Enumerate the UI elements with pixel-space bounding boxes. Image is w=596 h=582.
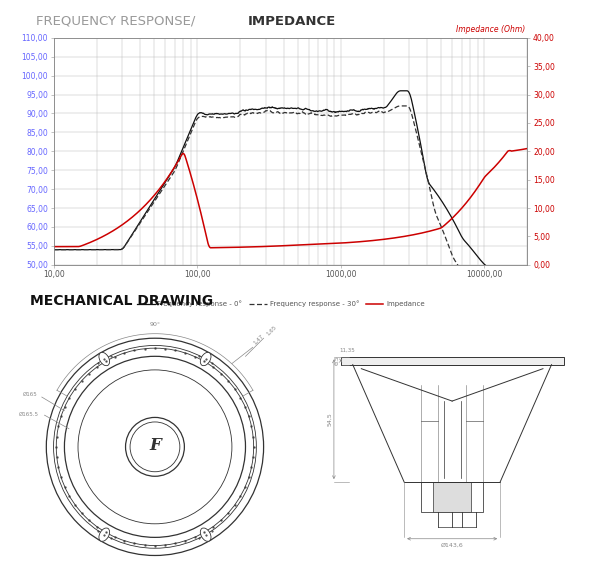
- Text: 1,65: 1,65: [265, 324, 278, 336]
- Text: Impedance (Ohm): Impedance (Ohm): [456, 26, 525, 34]
- Ellipse shape: [99, 352, 110, 365]
- Text: 90°: 90°: [150, 322, 160, 327]
- Text: FREQUENCY RESPONSE/: FREQUENCY RESPONSE/: [36, 15, 195, 27]
- Ellipse shape: [200, 352, 211, 365]
- Text: IMPEDANCE: IMPEDANCE: [247, 15, 336, 27]
- Text: 11,35: 11,35: [340, 347, 355, 353]
- Text: 1,47: 1,47: [253, 333, 265, 346]
- Text: Ø165.5: Ø165.5: [19, 411, 39, 417]
- Bar: [433, 482, 471, 512]
- Bar: [341, 357, 564, 365]
- Ellipse shape: [200, 528, 211, 541]
- Text: 6,5: 6,5: [334, 356, 339, 365]
- Ellipse shape: [99, 528, 110, 541]
- Text: F: F: [149, 436, 161, 453]
- Legend: Frequency response - 0°, Frequency response - 30°, Impedance: Frequency response - 0°, Frequency respo…: [135, 298, 427, 310]
- Text: Ø143,6: Ø143,6: [441, 543, 464, 548]
- Bar: [421, 482, 483, 512]
- Text: Ø165: Ø165: [23, 392, 38, 397]
- Text: 54,5: 54,5: [327, 413, 332, 426]
- Text: MECHANICAL DRAWING: MECHANICAL DRAWING: [30, 294, 213, 308]
